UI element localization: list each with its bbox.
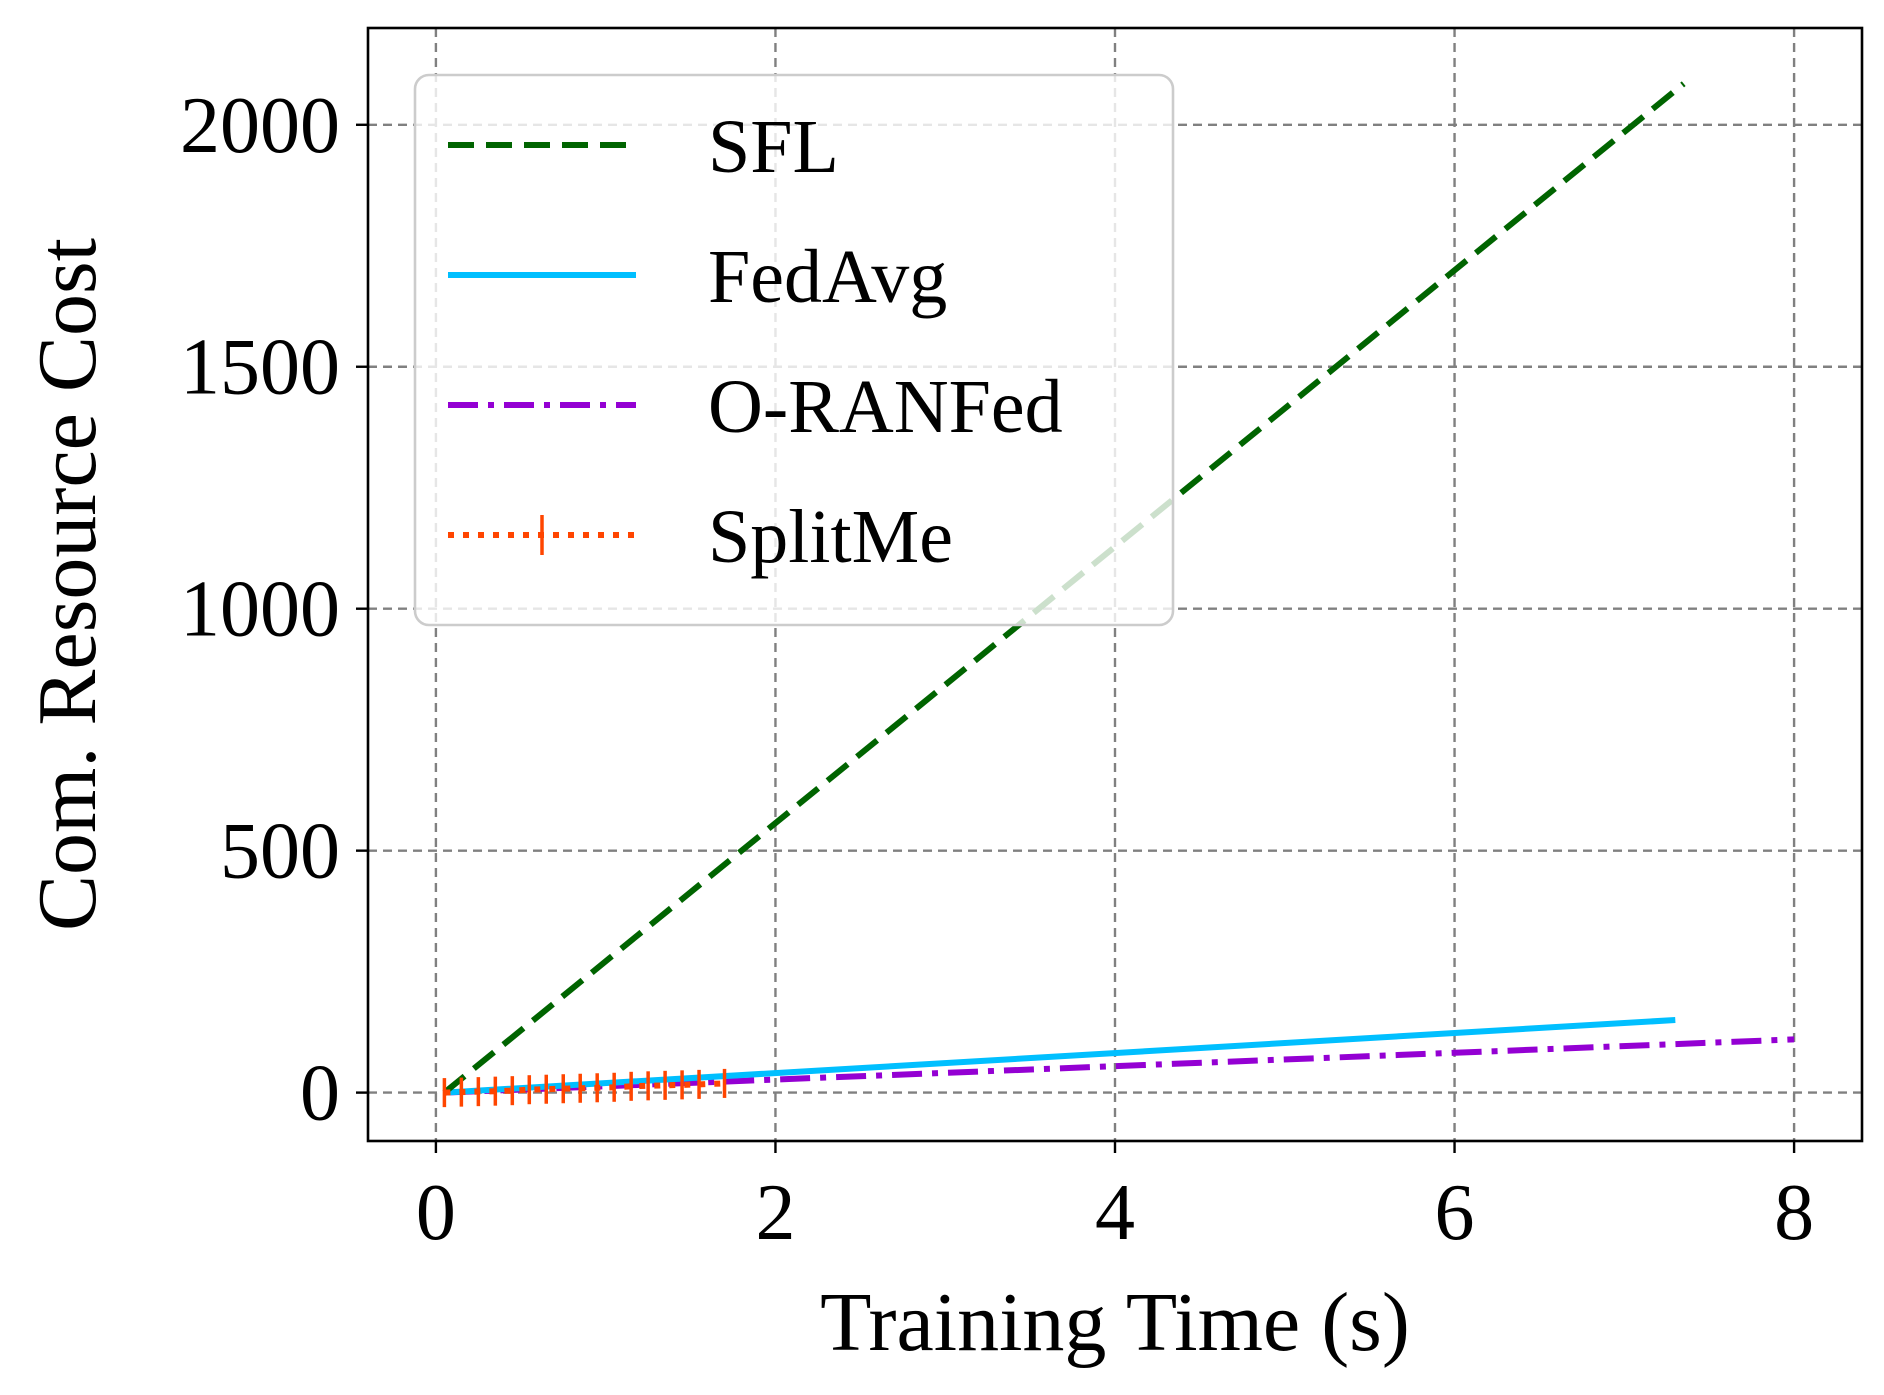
legend-entry-splitme: SplitMe <box>448 495 953 579</box>
legend-label-fedavg: FedAvg <box>708 235 947 319</box>
legend-label-sfl: SFL <box>708 105 839 189</box>
legend: SFL FedAvg O-RANFed SplitMe <box>413 73 1175 627</box>
x-tick-label: 2 <box>755 1169 795 1257</box>
y-tick-label: 500 <box>220 808 340 896</box>
x-tick-label: 4 <box>1095 1169 1135 1257</box>
x-tick-label: 0 <box>416 1169 456 1257</box>
axis-ticks: 0 2 4 6 8 0 500 1000 1500 2000 <box>180 82 1814 1257</box>
y-axis-label: Com. Resource Cost <box>21 238 114 931</box>
legend-entry-sfl: SFL <box>448 105 839 189</box>
legend-entry-o-ranfed: O-RANFed <box>448 365 1063 449</box>
y-tick-label: 0 <box>300 1050 340 1138</box>
legend-label-o-ranfed: O-RANFed <box>708 365 1063 449</box>
legend-entry-fedavg: FedAvg <box>448 235 947 319</box>
x-tick-label: 6 <box>1435 1169 1475 1257</box>
legend-entries: SFL FedAvg O-RANFed SplitMe <box>448 105 1063 579</box>
legend-box <box>413 73 1175 627</box>
x-tick-label: 8 <box>1774 1169 1814 1257</box>
y-tick-label: 2000 <box>180 82 340 170</box>
y-tick-label: 1500 <box>180 324 340 412</box>
series-splitme <box>442 1068 727 1108</box>
x-axis-label: Training Time (s) <box>820 1276 1410 1369</box>
legend-label-splitme: SplitMe <box>708 495 953 579</box>
y-tick-label: 1000 <box>180 566 340 654</box>
